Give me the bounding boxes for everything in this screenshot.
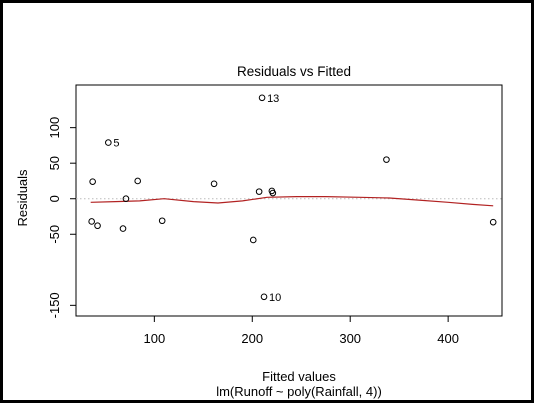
residual-point [88, 218, 95, 225]
residual-point [260, 293, 268, 301]
smoother-line [90, 196, 494, 207]
residual-point [269, 189, 277, 197]
plot-area-box [75, 84, 503, 317]
residual-point [94, 222, 101, 230]
residual-point [105, 139, 112, 146]
residual-point [383, 156, 390, 163]
x-tick-label: 100 [143, 331, 165, 346]
x-axis-label: Fitted values [262, 369, 336, 384]
residual-point [249, 236, 257, 244]
residual-point [210, 180, 218, 188]
residual-point [489, 218, 497, 226]
point-label: 10 [269, 292, 281, 304]
residual-point [134, 177, 141, 185]
residual-point [158, 217, 166, 225]
x-tick-label: 400 [437, 331, 459, 346]
chart-title: Residuals vs Fitted [237, 64, 351, 79]
residual-point [122, 195, 130, 203]
residual-point [255, 188, 263, 195]
residual-point [119, 225, 127, 232]
residual-point [89, 178, 96, 185]
point-label: 5 [113, 138, 119, 150]
point-label: 13 [267, 93, 279, 105]
residual-point [258, 94, 266, 102]
x-tick-label: 300 [339, 331, 361, 346]
y-tick-label: 50 [47, 156, 62, 170]
y-tick-label: 100 [47, 117, 62, 139]
y-tick-label: -50 [47, 225, 62, 244]
model-formula-subtitle: lm(Runoff ~ poly(Rainfall, 4)) [216, 384, 382, 399]
y-axis-label: Residuals [15, 169, 30, 227]
y-tick-label: 0 [47, 195, 62, 202]
y-tick-label: -150 [47, 292, 62, 318]
x-tick-label: 200 [241, 331, 263, 346]
